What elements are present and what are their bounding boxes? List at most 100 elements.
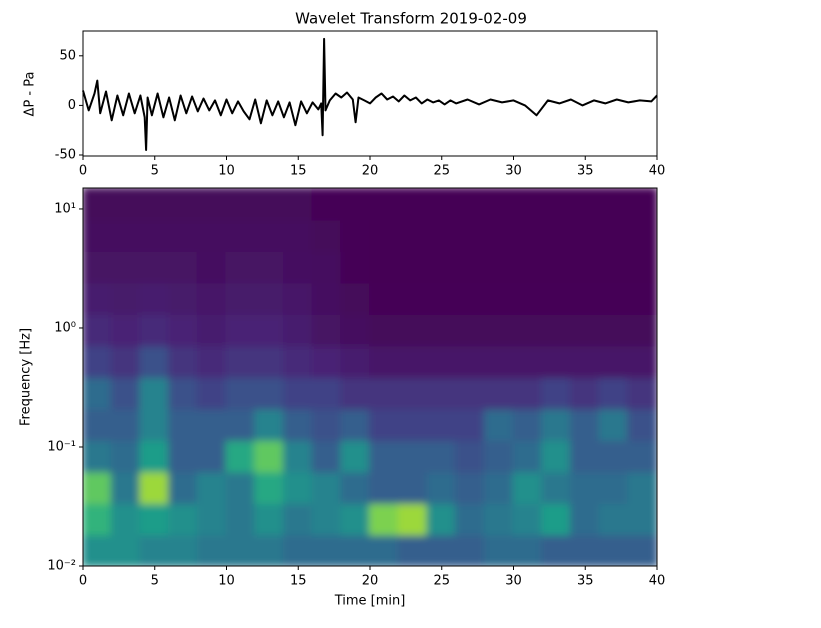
x-tick-label: 0 (79, 164, 87, 179)
x-tick-label: 10 (218, 574, 235, 589)
heatmap-cell (598, 533, 630, 566)
heatmap-cell (598, 470, 630, 504)
heatmap-cell (455, 188, 486, 221)
heatmap-cell (110, 344, 142, 378)
heatmap-cell (83, 281, 113, 315)
heatmap-cell (168, 376, 199, 410)
heatmap-cell (627, 188, 657, 221)
heatmap-cell (168, 502, 199, 536)
x-tick-label: 10 (218, 164, 235, 179)
heatmap-cell (196, 470, 228, 504)
heatmap-cell (254, 439, 285, 473)
heatmap-cell (483, 470, 515, 504)
x-tick-label: 30 (505, 574, 522, 589)
heatmap-cell (254, 218, 285, 252)
heatmap-cell (311, 188, 343, 221)
heatmap-cell (426, 407, 458, 441)
heatmap-cell (168, 344, 199, 378)
heatmap-cell (282, 470, 314, 504)
heatmap-cell (254, 344, 285, 378)
y-tick-label: 10⁻¹ (47, 439, 76, 454)
heatmap-cell (455, 313, 486, 347)
heatmap-cell (627, 218, 657, 252)
heatmap-cell (426, 313, 458, 347)
heatmap-cell (110, 502, 142, 536)
heatmap-cell (83, 344, 113, 378)
heatmap-cell (455, 281, 486, 315)
heatmap-cell (196, 502, 228, 536)
heatmap-cell (139, 313, 171, 347)
heatmap-cell (196, 407, 228, 441)
heatmap-cell (282, 533, 314, 566)
x-tick-label: 5 (151, 164, 159, 179)
x-tick-label: 40 (649, 164, 666, 179)
heatmap-cell (397, 502, 429, 536)
heatmap-cell (254, 407, 285, 441)
heatmap-cell (254, 250, 285, 284)
heatmap-cell (83, 188, 113, 221)
heatmap-cell (311, 533, 343, 566)
x-tick-label: 20 (362, 574, 379, 589)
heatmap-cell (397, 188, 429, 221)
heatmap-cell (225, 188, 257, 221)
heatmap-cell (541, 470, 572, 504)
heatmap-cell (369, 533, 400, 566)
x-tick-label: 25 (433, 164, 450, 179)
heatmap-cell (311, 502, 343, 536)
heatmap-cell (512, 250, 544, 284)
heatmap-cell (369, 439, 400, 473)
heatmap-cell (598, 376, 630, 410)
heatmap-cell (110, 281, 142, 315)
heatmap-cell (598, 313, 630, 347)
heatmap-cell (426, 218, 458, 252)
heatmap-cell (426, 502, 458, 536)
heatmap-cell (512, 218, 544, 252)
heatmap-cell (369, 250, 400, 284)
heatmap-cell (196, 313, 228, 347)
heatmap-cell (168, 188, 199, 221)
heatmap-cell (225, 313, 257, 347)
heatmap-cell (598, 281, 630, 315)
x-tick-label: 0 (79, 574, 87, 589)
heatmap-cell (225, 376, 257, 410)
heatmap-cell (483, 439, 515, 473)
heatmap-cell (627, 502, 657, 536)
heatmap-cell (340, 188, 371, 221)
heatmap-cell (225, 218, 257, 252)
x-tick-label: 25 (433, 574, 450, 589)
x-tick-label: 35 (577, 164, 594, 179)
heatmap-cell (483, 313, 515, 347)
heatmap-cell (512, 439, 544, 473)
heatmap-cell (598, 218, 630, 252)
heatmap-cell (455, 407, 486, 441)
heatmap-cell (541, 250, 572, 284)
heatmap-cell (110, 313, 142, 347)
x-tick-label: 15 (290, 574, 307, 589)
heatmap-cell (569, 533, 601, 566)
heatmap-cell (225, 344, 257, 378)
heatmap-cell (569, 344, 601, 378)
heatmap-cell (340, 344, 371, 378)
heatmap-cell (282, 439, 314, 473)
heatmap-cell (168, 533, 199, 566)
heatmap-cell (340, 502, 371, 536)
heatmap-cell (340, 439, 371, 473)
heatmap-cell (512, 188, 544, 221)
heatmap-cell (196, 344, 228, 378)
heatmap-cell (569, 502, 601, 536)
heatmap-cell (541, 533, 572, 566)
heatmap-cell (139, 344, 171, 378)
heatmap-cell (369, 470, 400, 504)
heatmap-cell (282, 188, 314, 221)
heatmap-cell (569, 281, 601, 315)
heatmap-cell (110, 470, 142, 504)
heatmap-cell (512, 281, 544, 315)
heatmap-cell (455, 439, 486, 473)
heatmap-cell (512, 502, 544, 536)
heatmap-cell (397, 407, 429, 441)
heatmap-cell (397, 439, 429, 473)
heatmap-cell (512, 533, 544, 566)
heatmap-cell (110, 376, 142, 410)
heatmap-cell (254, 502, 285, 536)
heatmap-cell (455, 533, 486, 566)
